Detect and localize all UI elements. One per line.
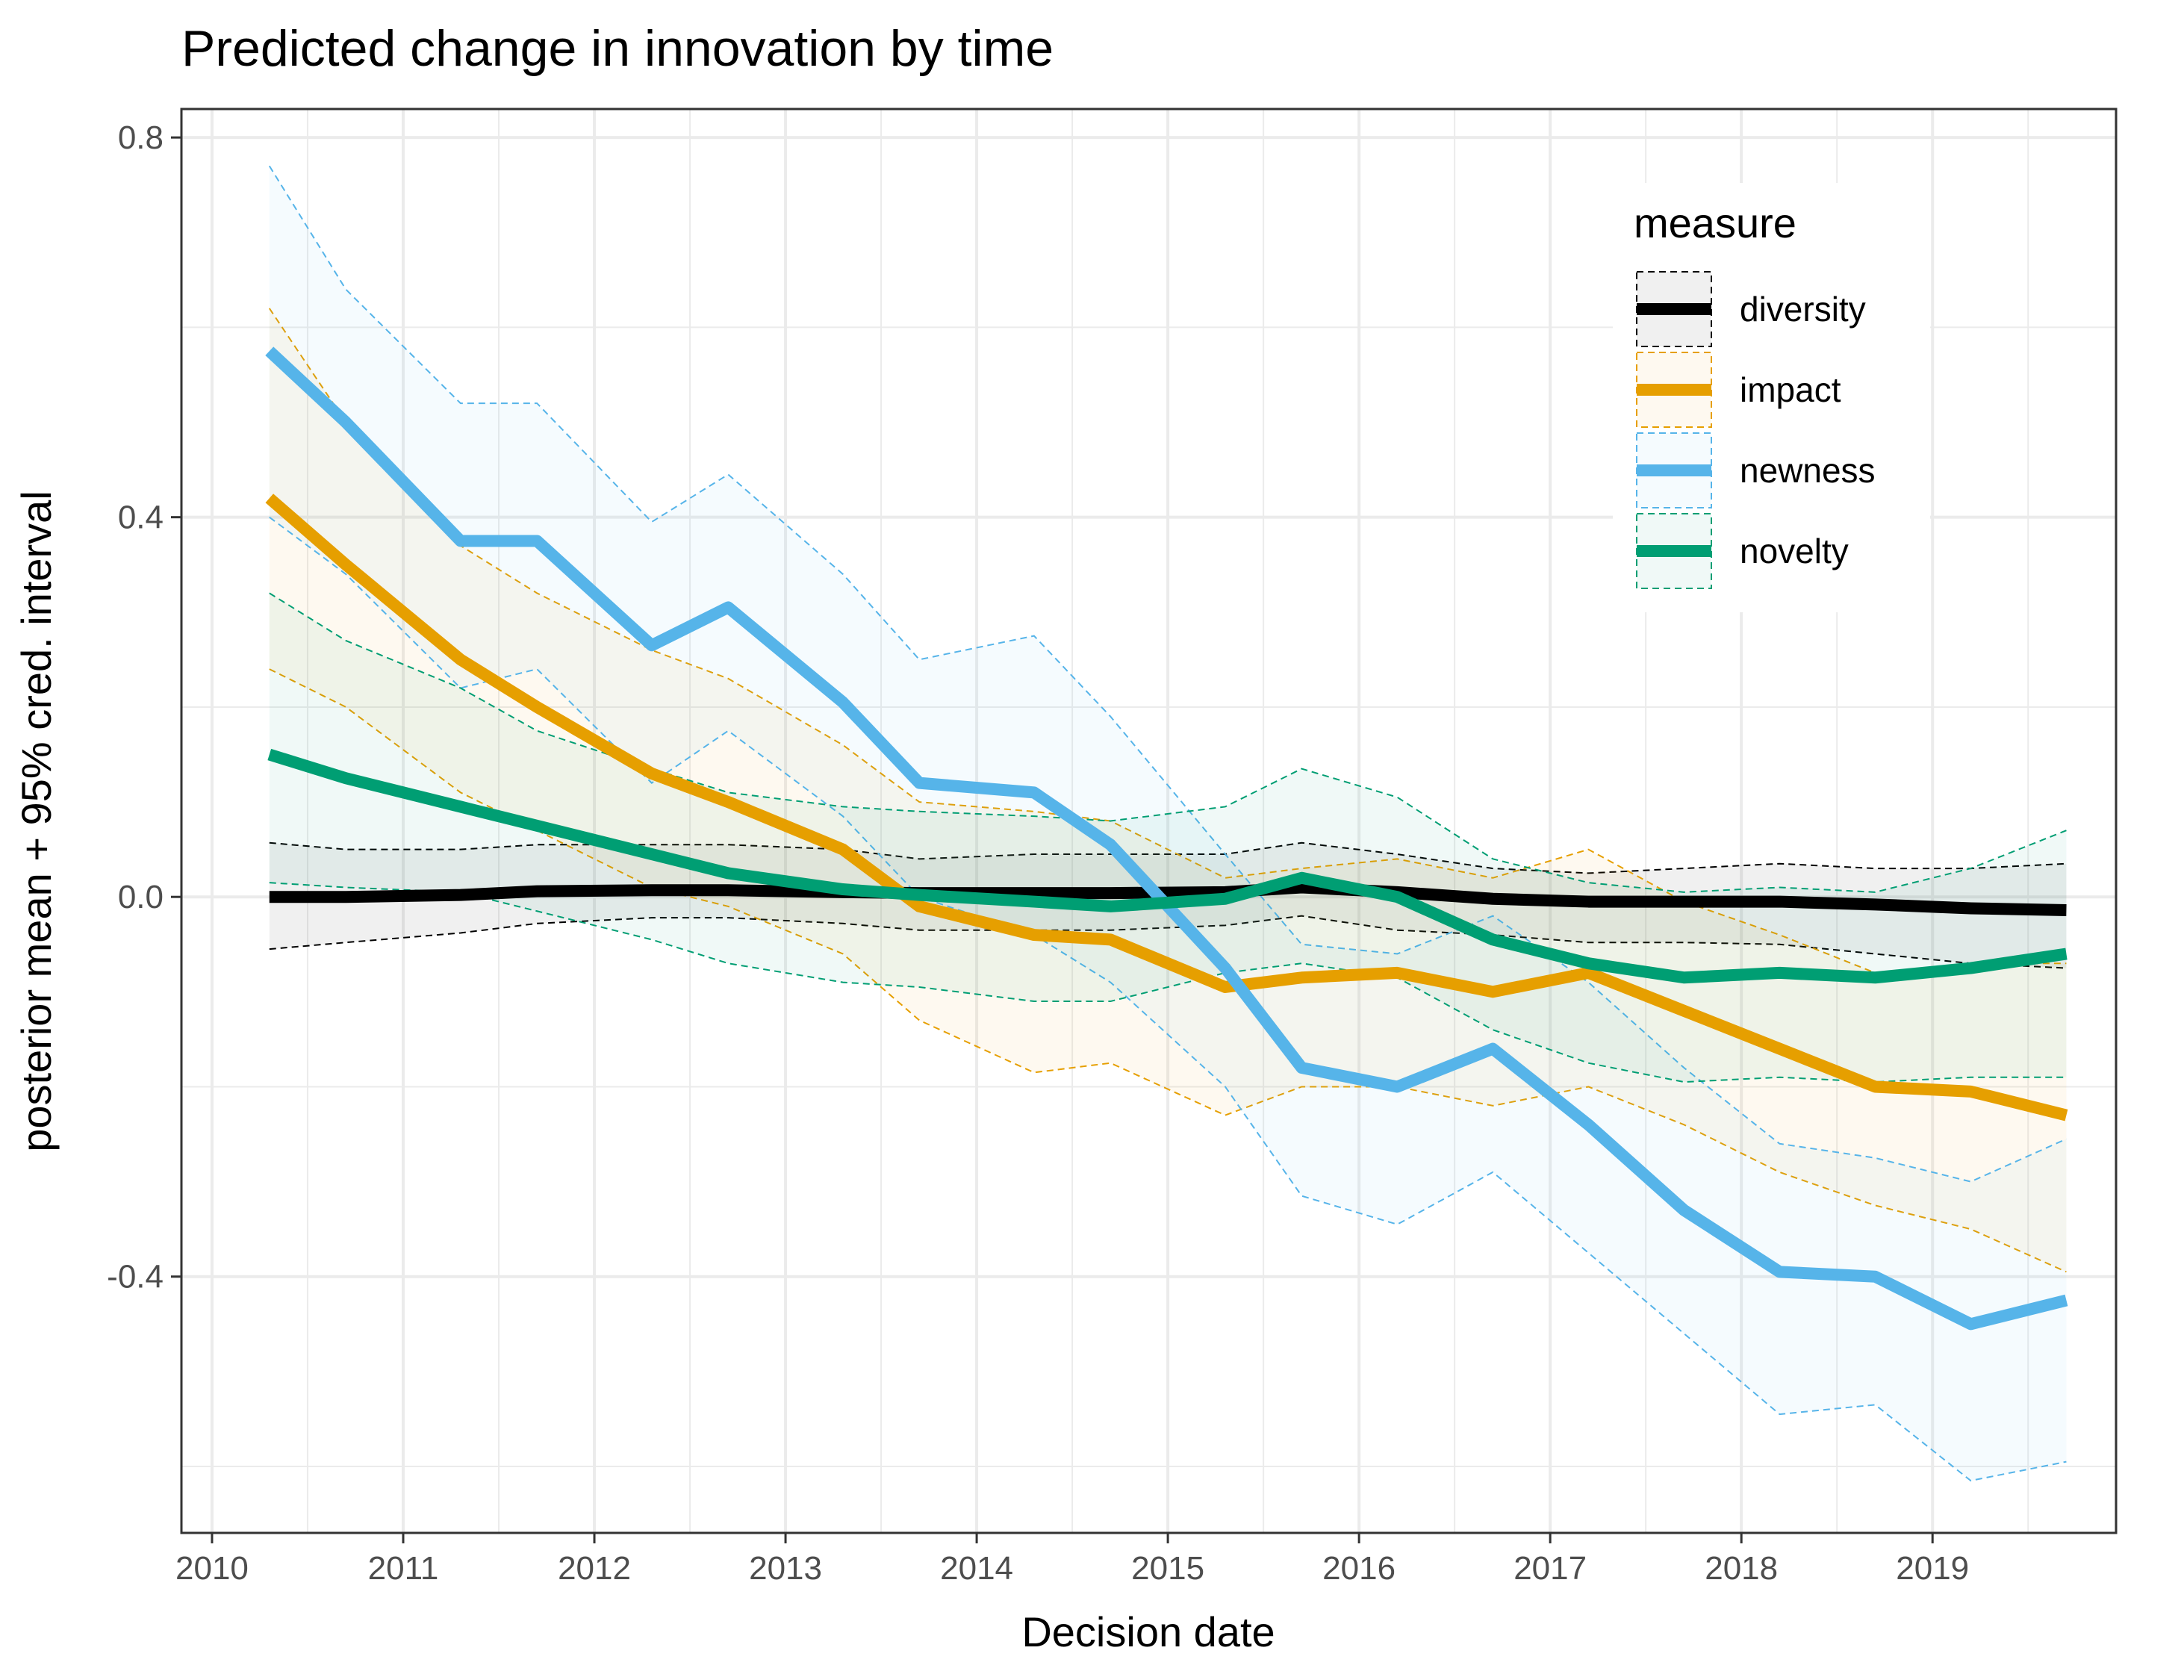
series-lines bbox=[265, 346, 2068, 1331]
x-tick-label: 2018 bbox=[1705, 1550, 1778, 1587]
band-upper-diversity bbox=[269, 841, 2067, 874]
band-upper-newness bbox=[268, 165, 2067, 1183]
y-axis: 0.8 0.4 0.0 -0.4 bbox=[107, 119, 181, 1295]
y-tick-label: 0.8 bbox=[118, 119, 164, 156]
y-axis-title: posterior mean + 95% cred. interval bbox=[13, 491, 60, 1152]
y-tick-label: -0.4 bbox=[107, 1259, 164, 1295]
line-novelty bbox=[267, 748, 2068, 984]
x-axis: 2010 2011 2012 2013 2014 2015 2016 2017 2018 2019 bbox=[175, 1533, 1969, 1587]
legend-label-novelty: novelty bbox=[1740, 532, 1849, 570]
x-tick-label: 2015 bbox=[1131, 1550, 1204, 1587]
x-tick-label: 2016 bbox=[1322, 1550, 1396, 1587]
band-lower-impact bbox=[269, 668, 2067, 1273]
legend-label-newness: newness bbox=[1740, 451, 1876, 490]
x-tick-label: 2014 bbox=[940, 1550, 1013, 1587]
y-tick-label: 0.4 bbox=[118, 500, 164, 536]
x-tick-label: 2012 bbox=[558, 1550, 631, 1587]
legend-key-newness bbox=[1634, 430, 1714, 511]
x-axis-title: Decision date bbox=[1021, 1608, 1275, 1655]
legend-title: measure bbox=[1634, 199, 1796, 246]
legend-key-novelty bbox=[1634, 511, 1714, 591]
band-novelty bbox=[269, 593, 2067, 1083]
band-lower-novelty bbox=[269, 882, 2067, 1083]
x-tick-label: 2019 bbox=[1896, 1550, 1969, 1587]
plot-border bbox=[180, 108, 2118, 1534]
legend-label-diversity: diversity bbox=[1740, 290, 1866, 329]
x-tick-label: 2013 bbox=[749, 1550, 822, 1587]
chart-title: Predicted change in innovation by time bbox=[181, 20, 1054, 77]
band-impact bbox=[269, 308, 2067, 1272]
band-upper-novelty bbox=[269, 592, 2067, 893]
band-upper-impact bbox=[268, 308, 2067, 974]
band-lower-newness bbox=[269, 516, 2067, 1482]
legend-label-impact: impact bbox=[1740, 370, 1841, 409]
legend-key-impact bbox=[1634, 349, 1714, 430]
x-tick-label: 2011 bbox=[368, 1550, 439, 1587]
legend-key-diversity bbox=[1634, 269, 1714, 349]
line-diversity bbox=[269, 881, 2067, 917]
x-tick-label: 2017 bbox=[1513, 1550, 1587, 1587]
legend: measure diversity impact newness novelty bbox=[1613, 183, 1930, 612]
x-tick-label: 2010 bbox=[175, 1550, 249, 1587]
y-tick-label: 0.0 bbox=[118, 879, 164, 915]
line-impact bbox=[265, 494, 2068, 1121]
band-lower-diversity bbox=[269, 915, 2067, 969]
